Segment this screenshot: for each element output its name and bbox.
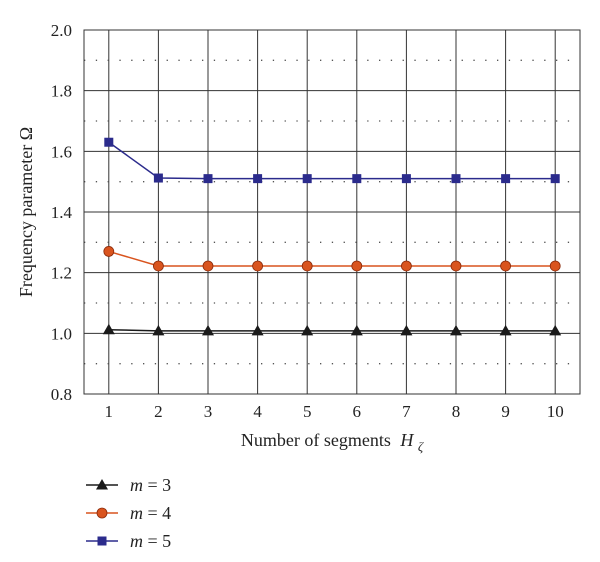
data-point [104, 137, 114, 147]
data-point [450, 260, 462, 272]
legend-label-value: = 4 [143, 503, 171, 523]
y-tick-label: 1.6 [51, 142, 72, 161]
x-tick-label: 10 [547, 402, 564, 421]
data-point [302, 174, 312, 184]
data-point [301, 324, 314, 336]
data-point [202, 324, 214, 336]
data-point [202, 260, 214, 272]
y-axis-ticks: 0.8 1.0 1.2 1.4 1.6 1.8 2.0 [51, 21, 73, 404]
data-point [350, 324, 363, 336]
data-point [501, 174, 511, 184]
x-tick-label: 1 [105, 402, 114, 421]
series-square [104, 137, 560, 184]
x-tick-label: 4 [253, 402, 262, 421]
x-tick-label: 6 [353, 402, 362, 421]
series-triangle [102, 323, 562, 336]
series-circle [103, 246, 561, 272]
y-tick-label: 2.0 [51, 21, 72, 40]
data-point [152, 324, 165, 336]
legend-swatch-marker [96, 479, 108, 490]
x-axis-title-text: Number of segments [241, 430, 391, 450]
data-point [351, 260, 363, 272]
y-tick-label: 1.2 [51, 264, 72, 283]
legend-item: m = 4 [86, 503, 171, 523]
legend-item: m = 5 [86, 531, 171, 551]
x-axis-title-subscript: ζ [418, 439, 424, 454]
x-tick-label: 2 [154, 402, 163, 421]
series-layer [102, 137, 562, 336]
series-line [108, 141, 556, 180]
x-tick-label: 8 [452, 402, 461, 421]
y-tick-label: 1.8 [51, 82, 72, 101]
series-line [108, 250, 556, 267]
legend-label-variable: m [130, 475, 143, 495]
data-point [252, 260, 264, 272]
legend-label: m = 4 [130, 503, 171, 523]
data-point [400, 260, 412, 272]
x-tick-label: 7 [402, 402, 411, 421]
y-tick-label: 1.0 [51, 324, 72, 343]
data-point [253, 174, 263, 184]
data-point [103, 246, 115, 257]
x-axis-title-symbol: H [399, 430, 414, 450]
plot-area-frame [83, 29, 581, 395]
data-point [352, 174, 362, 184]
legend-label: m = 3 [130, 475, 171, 495]
legend-swatch-marker [97, 536, 107, 546]
data-point [450, 324, 462, 336]
data-point [301, 260, 313, 272]
legend-label-variable: m [130, 531, 143, 551]
legend-label-value: = 3 [143, 475, 171, 495]
x-axis-title: Number of segments H ζ [241, 430, 424, 454]
x-axis-ticks: 1 2 3 4 5 6 7 8 9 10 [105, 402, 564, 421]
y-axis-title: Frequency parameter Ω [16, 127, 36, 297]
data-point [203, 174, 213, 184]
legend: m = 3m = 4m = 5 [86, 475, 171, 551]
legend-item: m = 3 [86, 475, 171, 495]
data-point [401, 174, 411, 184]
y-tick-label: 1.4 [51, 203, 73, 222]
grid [84, 29, 580, 395]
data-point [152, 260, 164, 272]
legend-swatch-marker [96, 507, 108, 519]
legend-label: m = 5 [130, 531, 171, 551]
legend-label-variable: m [130, 503, 143, 523]
x-tick-label: 5 [303, 402, 312, 421]
y-tick-label: 0.8 [51, 385, 72, 404]
data-point [400, 324, 413, 336]
data-point [102, 323, 115, 335]
x-tick-label: 9 [501, 402, 510, 421]
data-point [549, 260, 561, 272]
data-point [153, 173, 163, 183]
data-point [500, 260, 512, 272]
data-point [251, 324, 264, 336]
data-point [499, 324, 512, 336]
legend-label-value: = 5 [143, 531, 171, 551]
series-line [108, 328, 556, 332]
data-point [451, 174, 461, 184]
data-point [550, 174, 560, 184]
data-point [549, 324, 562, 336]
x-tick-label: 3 [204, 402, 213, 421]
